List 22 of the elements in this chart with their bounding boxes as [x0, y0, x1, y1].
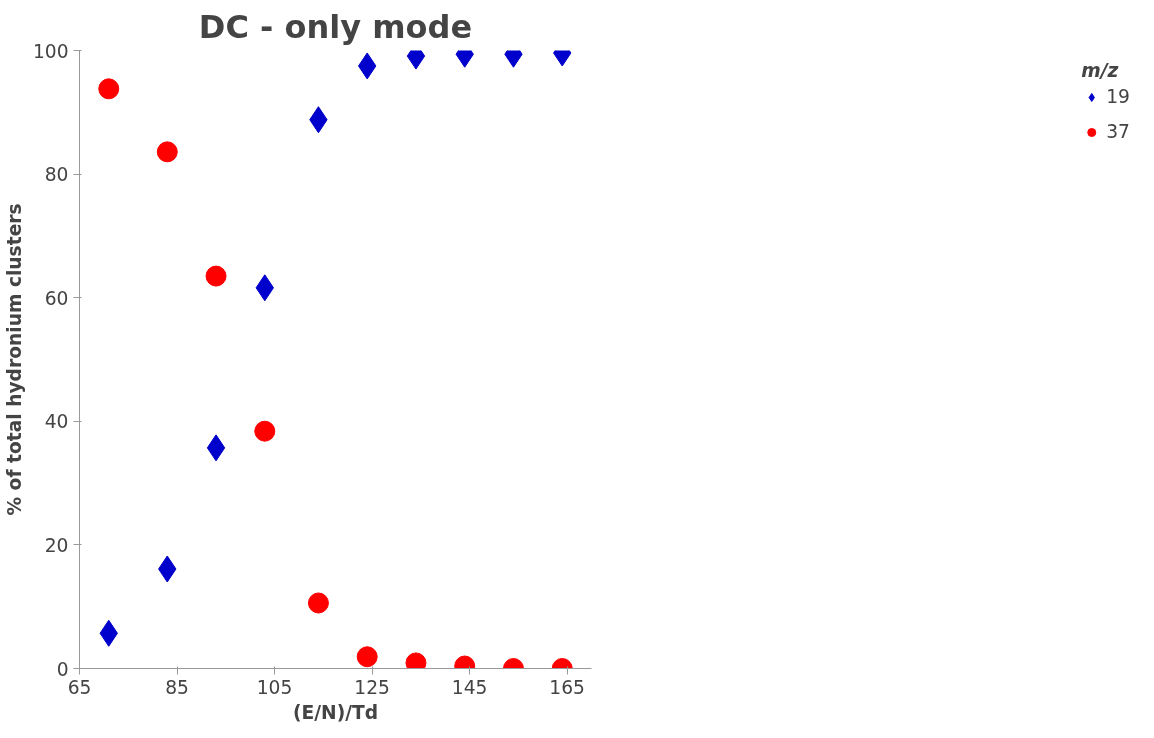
y-tick-label: 0 — [56, 658, 69, 680]
y-tick-label: 80 — [44, 164, 69, 186]
y-tick-label: 100 — [32, 40, 69, 62]
x-tick-label: 145 — [451, 676, 488, 698]
x-tick-label: 105 — [256, 676, 293, 698]
legend-label: 37 — [1106, 121, 1130, 142]
point — [307, 592, 329, 614]
point — [254, 420, 276, 442]
y-axis-title: % of total hydronium clusters — [3, 203, 25, 516]
x-tick-label: 125 — [354, 676, 390, 698]
y-tick-label: 40 — [44, 411, 69, 433]
legend-title: m/z — [1081, 60, 1120, 81]
x-tick-label: 65 — [67, 676, 92, 698]
x-axis-title: (E/N)/Td — [292, 701, 379, 723]
point — [206, 434, 226, 462]
y-tick-label: 20 — [44, 534, 69, 556]
x-tick-label: 85 — [165, 676, 189, 698]
point — [205, 265, 227, 287]
y-tick-label: 60 — [44, 287, 69, 309]
x-tick-label: 165 — [549, 676, 585, 698]
chart-title: DC - only mode — [198, 7, 473, 46]
legend-label: 19 — [1106, 86, 1130, 107]
